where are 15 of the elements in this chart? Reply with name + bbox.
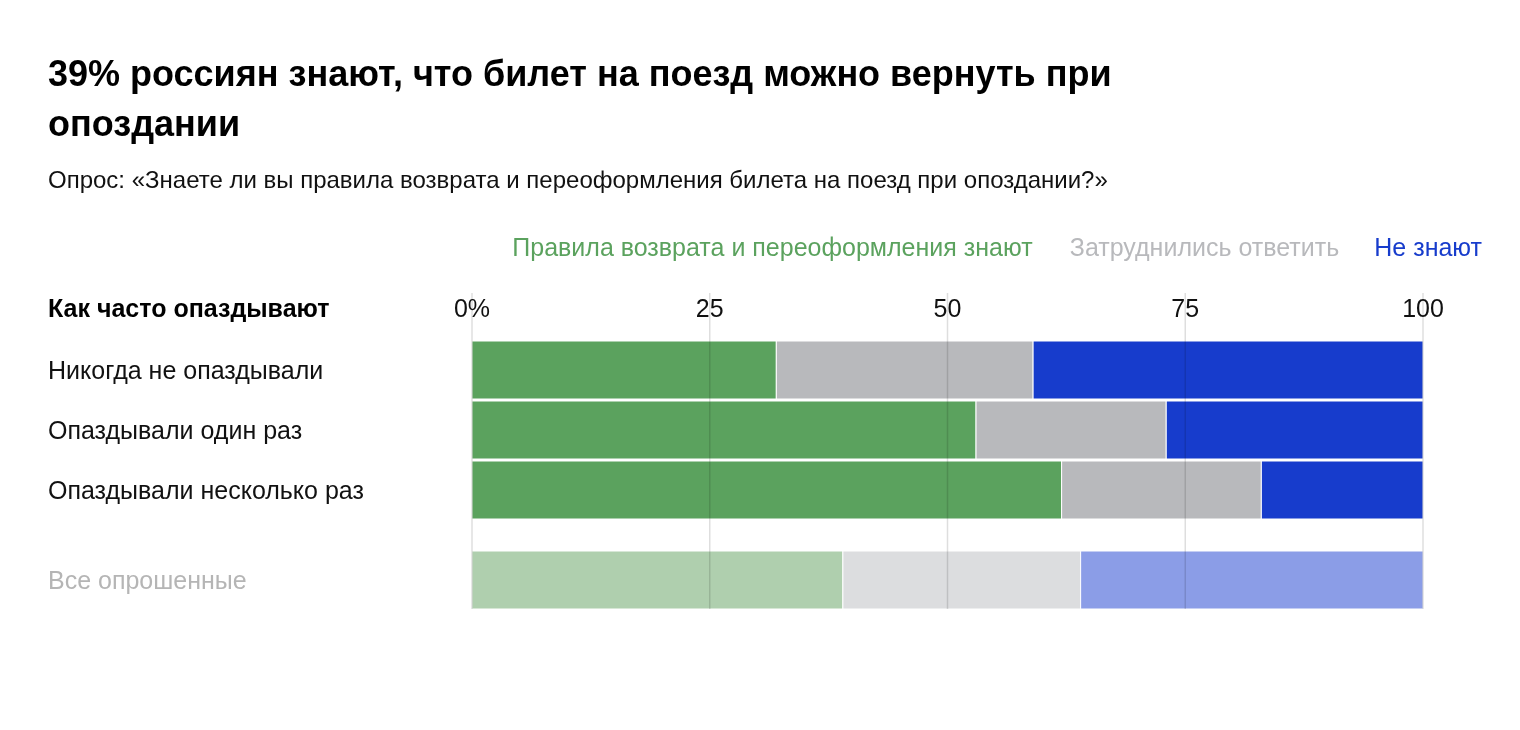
y-tick-label: Никогда не опаздывали — [48, 356, 324, 384]
x-tick-label: 75 — [1171, 294, 1200, 322]
text: Правила возврата и переоформления знают — [512, 233, 1034, 261]
text: Затруднились ответить — [1069, 233, 1340, 261]
chart-title: 39% россиян знают, что билет на поезд можно вернуть при опоздании — [48, 53, 1112, 144]
y-tick-label: Опаздывали несколько раз — [48, 476, 364, 504]
y-tick-label: Опаздывали один раз — [48, 416, 303, 444]
text: Не знают — [1374, 233, 1483, 261]
x-tick-label: 50 — [933, 294, 962, 322]
chart-subtitle: Опрос: «Знаете ли вы правила возврата и переоформления билета на поезд при опоздании?» — [48, 166, 1108, 193]
x-tick-label: 25 — [695, 294, 724, 322]
y-axis-title: Как часто опаздывают — [48, 294, 330, 322]
x-tick-label: 0% — [453, 294, 491, 322]
y-tick-label: Все опрошенные — [48, 566, 247, 594]
x-tick-label: 100 — [1402, 294, 1444, 322]
